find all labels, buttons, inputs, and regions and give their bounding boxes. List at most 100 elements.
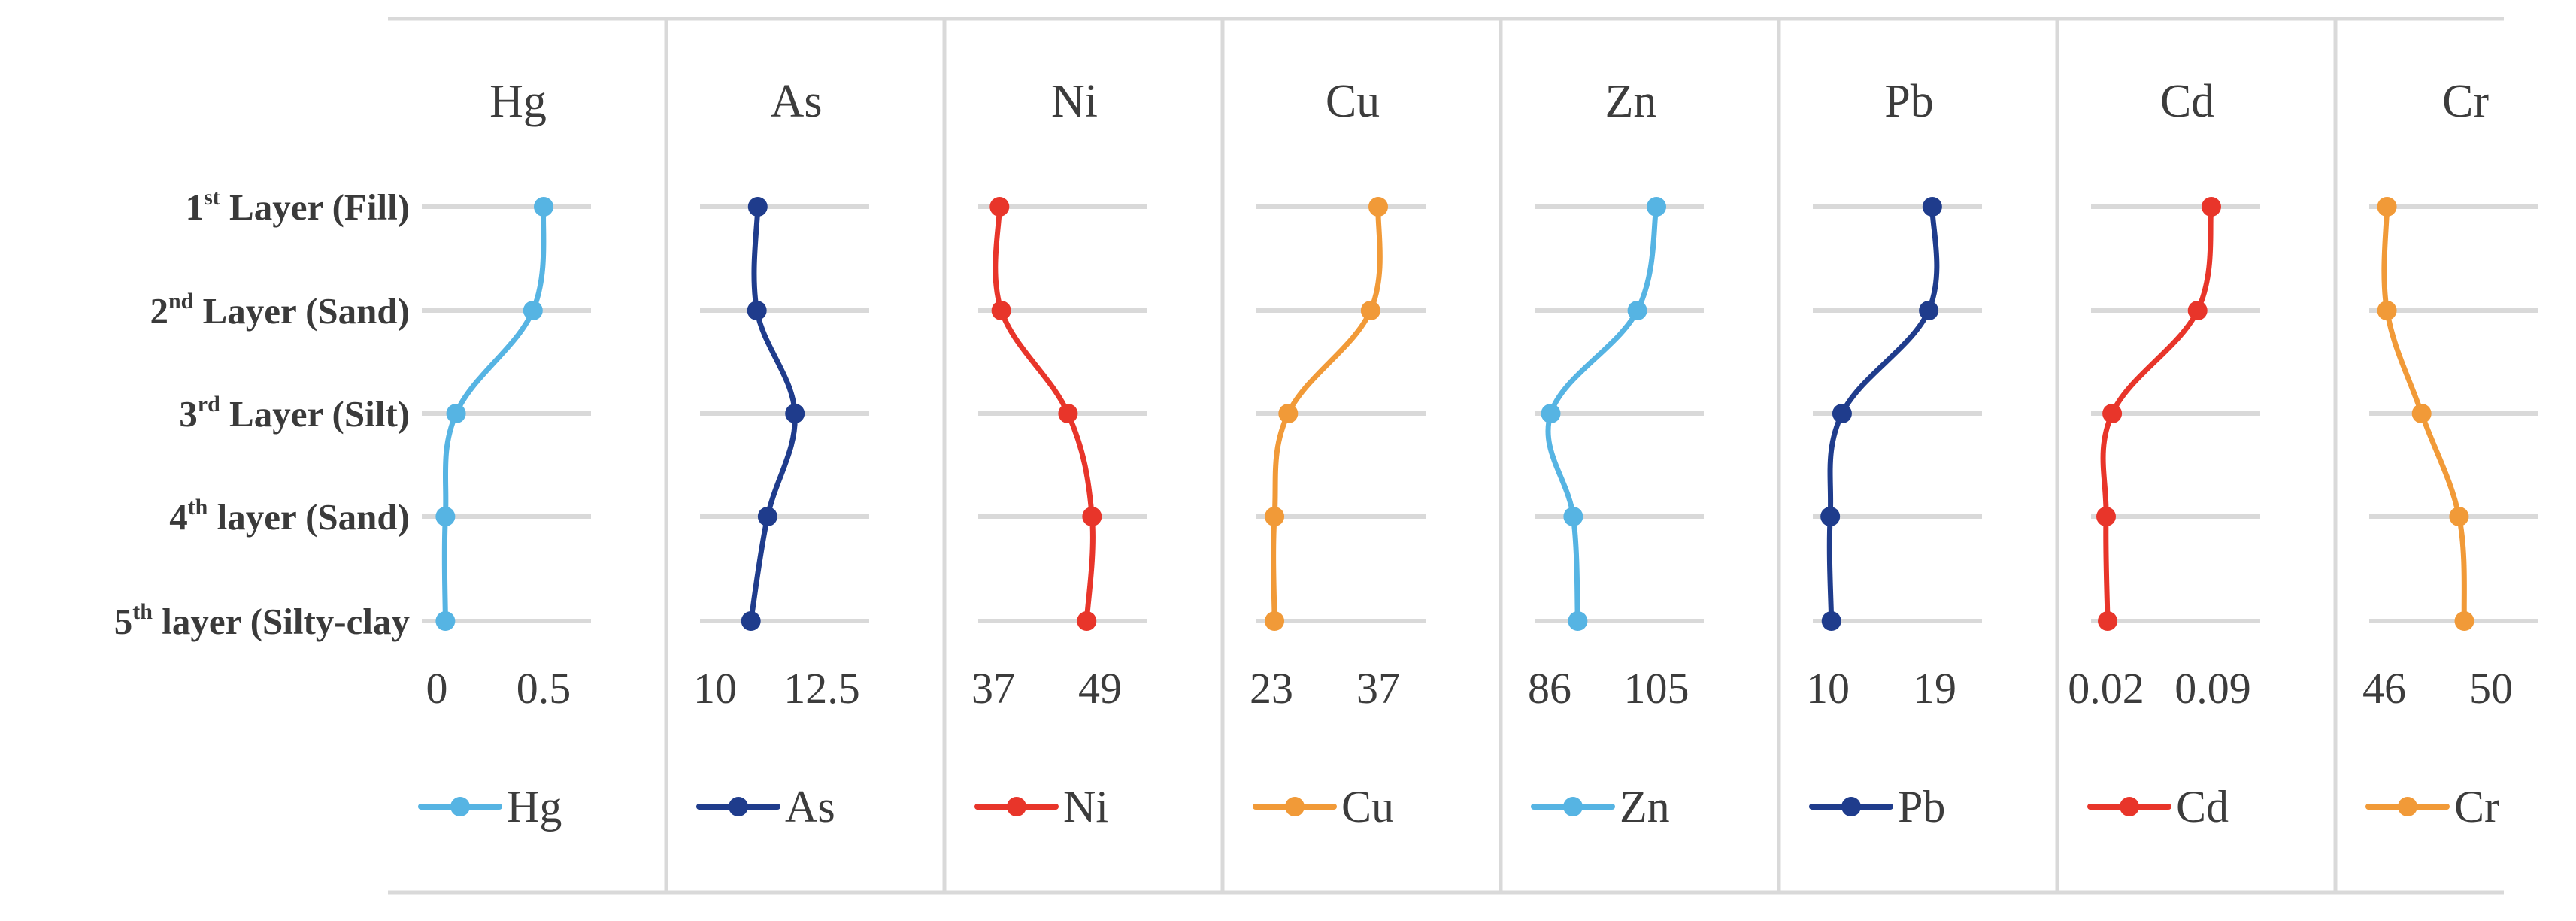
data-point — [1278, 404, 1299, 423]
layer-name: Layer (Fill) — [220, 186, 410, 228]
data-point — [2201, 197, 2221, 217]
layer-label: 3rd Layer (Silt) — [179, 392, 410, 435]
data-point — [741, 611, 761, 631]
data-point — [446, 404, 466, 423]
tick-label-min: 10 — [1806, 664, 1850, 713]
data-point — [1368, 197, 1388, 217]
panel-as: As 10 12.5 As — [693, 76, 869, 832]
layer-name: layer (Silty-clay — [153, 601, 411, 642]
data-point — [1058, 404, 1078, 423]
panel-hg: Hg 0 0.5 Hg — [418, 76, 591, 832]
data-point — [1082, 507, 1102, 526]
layer-name: Layer (Silt) — [220, 393, 410, 435]
data-point — [2411, 404, 2432, 423]
data-point — [1360, 301, 1380, 320]
data-point — [435, 507, 456, 526]
data-point — [2096, 507, 2116, 526]
data-point — [1832, 404, 1852, 423]
legend-swatch-marker — [1841, 797, 1861, 816]
tick-label-max: 0.5 — [517, 664, 571, 713]
panel-cd: Cd 0.02 0.09 Cd — [2068, 76, 2260, 832]
panel-title: Ni — [1051, 76, 1098, 127]
legend-label: Ni — [1063, 782, 1108, 832]
data-point — [1265, 507, 1285, 526]
layer-ordinal-suffix: st — [204, 185, 220, 210]
legend-item: Cd — [2087, 782, 2229, 832]
legend-label: Cr — [2454, 782, 2499, 832]
layer-label: 4th layer (Sand) — [169, 495, 410, 538]
layer-ordinal: 1 — [186, 186, 205, 228]
panel-zn: Zn 86 105 Zn — [1528, 76, 1704, 832]
panel-title: Cu — [1326, 76, 1380, 127]
legend-label: Pb — [1898, 782, 1945, 832]
legend-item: Ni — [974, 782, 1108, 832]
legend-swatch-marker — [450, 797, 470, 816]
tick-label-min: 0 — [426, 664, 448, 713]
panel-cu: Cu 23 37 Cu — [1250, 76, 1426, 832]
panel-title: Cd — [2160, 76, 2214, 127]
panel-title: Cr — [2442, 76, 2489, 127]
legend-swatch-marker — [2120, 797, 2139, 816]
legend-item: Pb — [1809, 782, 1945, 832]
data-point — [1627, 301, 1647, 320]
tick-label-min: 0.02 — [2068, 664, 2144, 713]
tick-label-min: 10 — [693, 664, 737, 713]
data-point — [2377, 301, 2397, 320]
tick-label-max: 0.09 — [2174, 664, 2251, 713]
tick-label-min: 46 — [2362, 664, 2406, 713]
layer-label: 2nd Layer (Sand) — [150, 289, 410, 332]
data-point — [2454, 611, 2474, 631]
data-point — [2377, 197, 2397, 217]
legend-label: Cd — [2176, 782, 2229, 832]
tick-label-min: 37 — [971, 664, 1015, 713]
legend-item: Hg — [418, 782, 562, 832]
legend-label: Zn — [1620, 782, 1670, 832]
layer-name: Layer (Sand) — [193, 290, 410, 332]
layer-ordinal: 3 — [179, 393, 198, 435]
data-point — [1919, 301, 1939, 320]
data-point — [1568, 611, 1588, 631]
panel-cr: Cr 46 50 Cr — [2362, 76, 2538, 832]
data-point — [1821, 611, 1841, 631]
data-point — [2187, 301, 2208, 320]
data-point — [523, 301, 543, 320]
tick-label-max: 19 — [1913, 664, 1956, 713]
legend-item: Cu — [1253, 782, 1394, 832]
layer-ordinal-suffix: rd — [198, 392, 220, 417]
legend-label: Cu — [1341, 782, 1394, 832]
legend-swatch-marker — [2398, 797, 2417, 816]
tick-label-max: 49 — [1078, 664, 1122, 713]
tick-label-max: 50 — [2469, 664, 2513, 713]
data-point — [534, 197, 553, 217]
panel-title: Hg — [489, 76, 547, 127]
tick-label-max: 37 — [1356, 664, 1400, 713]
layer-ordinal: 5 — [114, 601, 133, 642]
data-point — [1563, 507, 1583, 526]
data-point — [1541, 404, 1561, 423]
layer-ordinal: 2 — [150, 290, 168, 332]
panel-ni: Ni 37 49 Ni — [971, 76, 1147, 832]
panel-title: Zn — [1605, 76, 1657, 127]
layer-ordinal: 4 — [169, 496, 188, 538]
legend-swatch-marker — [1285, 797, 1305, 816]
layer-ordinal-suffix: th — [132, 599, 153, 624]
tick-label-max: 105 — [1624, 664, 1690, 713]
data-point — [1820, 507, 1841, 526]
layer-label: 1st Layer (Fill) — [186, 185, 410, 228]
data-point — [757, 507, 777, 526]
legend-item: Zn — [1531, 782, 1670, 832]
data-point — [747, 197, 768, 217]
legend-label: As — [785, 782, 835, 832]
tick-label-min: 23 — [1250, 664, 1293, 713]
data-point — [1265, 611, 1285, 631]
legend-item: As — [696, 782, 835, 832]
data-point — [989, 197, 1010, 217]
data-point — [2102, 404, 2123, 423]
data-point — [2098, 611, 2118, 631]
data-point — [435, 611, 456, 631]
panel-title: Pb — [1884, 76, 1933, 127]
data-point — [991, 301, 1011, 320]
tick-label-min: 86 — [1528, 664, 1571, 713]
